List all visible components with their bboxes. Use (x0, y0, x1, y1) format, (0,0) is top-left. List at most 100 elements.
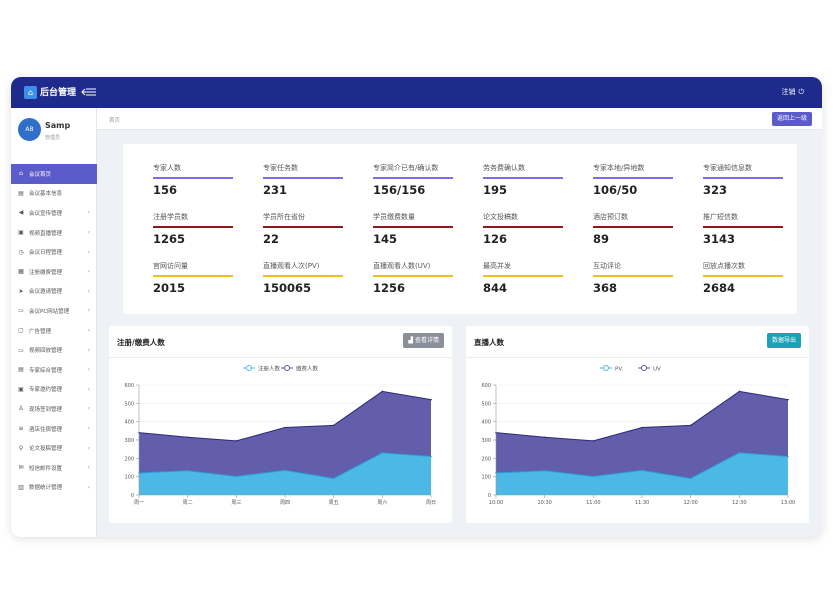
data-point (787, 455, 789, 458)
stat-value: 323 (703, 183, 728, 197)
sidebar-item[interactable]: ⌂ 会议首页 (11, 164, 97, 184)
stat-underline (593, 226, 673, 228)
sidebar-item-icon: ▣ (18, 385, 24, 393)
stat-item: 劳务费确认数 195 (483, 163, 563, 197)
chevron-left-icon: ‹ (87, 346, 90, 354)
stat-item: 论文投稿数 126 (483, 212, 563, 246)
data-point (641, 426, 643, 429)
legend-marker (641, 365, 647, 371)
stat-value: 156/156 (373, 183, 426, 197)
chevron-left-icon: ‹ (87, 229, 90, 237)
stat-value: 145 (373, 232, 398, 246)
stat-item: 酒店预订数 89 (593, 212, 673, 246)
registration-chart-panel: 注册/缴费人数 ▟ 查看详情 注册人数 缴费人数 0 100 200 300 400 500 6… (109, 326, 452, 523)
sidebar-item[interactable]: ➤ 会议邀请管理 ‹ (11, 282, 97, 302)
sidebar-item[interactable]: ✉ 短信邮件设置 ‹ (11, 458, 97, 478)
chevron-left-icon: ‹ (87, 287, 90, 295)
y-tick-label: 500 (124, 401, 134, 407)
sidebar-item-icon: ➤ (18, 287, 24, 295)
registration-area-chart: 注册人数 缴费人数 0 100 200 300 400 500 600 周一 周二 周三 周四 周五 周六 周… (124, 365, 436, 507)
sidebar-item[interactable]: ▢ 广告管理 ‹ (11, 321, 97, 341)
stat-underline (263, 226, 343, 228)
sidebar-item-label: 专家邀约管理 (29, 387, 63, 394)
sidebar-item[interactable]: ▣ 专家邀约管理 ‹ (11, 380, 97, 400)
stat-label: 学员所在省份 (263, 213, 305, 221)
stat-value: 3143 (703, 232, 736, 246)
sidebar-item-icon: ♙ (18, 405, 24, 413)
sidebar-item-label: 视频直播管理 (29, 230, 63, 237)
stat-label: 酒店预订数 (593, 213, 628, 221)
sidebar-item[interactable]: ▭ 视频回放管理 ‹ (11, 340, 97, 360)
stat-value: 844 (483, 281, 508, 295)
sidebar-item-icon: ▥ (18, 483, 24, 491)
stat-underline (153, 226, 233, 228)
logout-button[interactable]: 注销 ⏻ (781, 87, 804, 97)
x-tick-label: 周一 (134, 500, 144, 506)
data-point (284, 469, 286, 472)
sidebar-item-icon: ▢ (18, 327, 24, 335)
stat-underline (483, 275, 563, 277)
sidebar-item-label: 会议宣传管理 (29, 210, 63, 217)
stat-label: 专家人数 (153, 164, 181, 172)
sidebar-item-label: 现场签到管理 (29, 406, 63, 413)
sidebar-item-label: 会议日程管理 (29, 250, 63, 257)
sidebar-item[interactable]: ♙ 现场签到管理 ‹ (11, 399, 97, 419)
sidebar-item-label: 会议基本信息 (29, 191, 63, 198)
stat-label: 直播观看人次(PV) (263, 262, 320, 270)
stat-label: 专家任务数 (263, 164, 298, 172)
legend-label: 注册人数 (258, 365, 281, 373)
sidebar-item-icon: ▣ (18, 229, 24, 237)
sidebar-item[interactable]: ≡ 酒店住宿管理 ‹ (11, 419, 97, 439)
chevron-left-icon: ‹ (87, 385, 90, 393)
divider (109, 357, 452, 358)
x-tick-label: 周五 (329, 500, 339, 506)
view-details-button[interactable]: ▟ 查看详情 (403, 333, 444, 348)
data-point (738, 452, 741, 454)
stat-label: 最高并发 (483, 262, 511, 270)
export-data-button[interactable]: 数据导出 (766, 333, 801, 348)
sidebar-item[interactable]: ◀ 会议宣传管理 ‹ (11, 203, 97, 223)
area-注册人数 (139, 452, 431, 495)
stat-item: 推广短信数 3143 (703, 212, 783, 246)
stats-card: 专家人数 156 专家任务数 231 专家简介已有/确认数 156/156 劳务费确认数 19… (123, 144, 797, 314)
sidebar-item-icon: ✉ (18, 464, 24, 472)
y-tick-label: 0 (488, 493, 491, 499)
sidebar-item[interactable]: ▤ 专家综合管理 ‹ (11, 360, 97, 380)
sidebar-item-label: 会议首页 (29, 171, 52, 178)
stat-underline (703, 177, 783, 179)
x-tick-label: 12:30 (732, 500, 746, 506)
stat-underline (593, 177, 673, 179)
chevron-left-icon: ‹ (87, 483, 90, 491)
sidebar-item[interactable]: ⚲ 论文投稿管理 ‹ (11, 438, 97, 458)
stat-value: 106/50 (593, 183, 638, 197)
x-tick-label: 10:30 (537, 500, 551, 506)
stat-item: 专家人数 156 (153, 163, 233, 197)
sidebar-item-label: 广告管理 (29, 328, 52, 335)
sidebar-item-label: 会议PC网站管理 (29, 308, 70, 315)
sidebar-item[interactable]: ◷ 会议日程管理 ‹ (11, 242, 97, 262)
sidebar-item[interactable]: ▣ 视频直播管理 ‹ (11, 223, 97, 243)
sidebar-item-icon: ▭ (18, 307, 24, 315)
sidebar-item[interactable]: ▦ 注册缴费管理 ‹ (11, 262, 97, 282)
panel-title: 直播人数 (474, 338, 504, 347)
data-point (332, 424, 335, 427)
data-point (381, 390, 384, 393)
stat-underline (373, 226, 453, 228)
stat-item: 学员所在省份 22 (263, 212, 343, 246)
sidebar-item-label: 视频回放管理 (29, 348, 63, 355)
avatar[interactable]: AB (18, 118, 41, 141)
back-button[interactable]: 返回上一级 (771, 112, 812, 126)
live-area-chart: PV UV 0 100 200 300 400 500 600 10:00 10:30 11:00 11… (481, 365, 795, 506)
top-bar: ⌂ 后台管理 注销 ⏻ (11, 77, 822, 108)
stat-label: 专家简介已有/确认数 (373, 164, 439, 172)
sidebar-item[interactable]: ▥ 数据统计管理 ‹ (11, 478, 97, 498)
x-tick-label: 周日 (426, 500, 436, 506)
breadcrumb[interactable]: 首页 (109, 118, 121, 124)
sidebar-item[interactable]: ▭ 会议PC网站管理 ‹ (11, 301, 97, 321)
sidebar-item[interactable]: ▤ 会议基本信息 (11, 184, 97, 204)
logout-label: 注销 (781, 88, 796, 96)
x-tick-label: 周四 (280, 500, 290, 506)
menu-toggle-icon[interactable] (81, 87, 97, 97)
sidebar-nav: ⌂ 会议首页 ▤ 会议基本信息 ◀ 会议宣传管理 ‹ ▣ 视频直播管理 ‹ ◷ 会议日程管理 ‹ ▦ 注册缴… (11, 164, 97, 497)
y-tick-label: 400 (124, 420, 134, 426)
